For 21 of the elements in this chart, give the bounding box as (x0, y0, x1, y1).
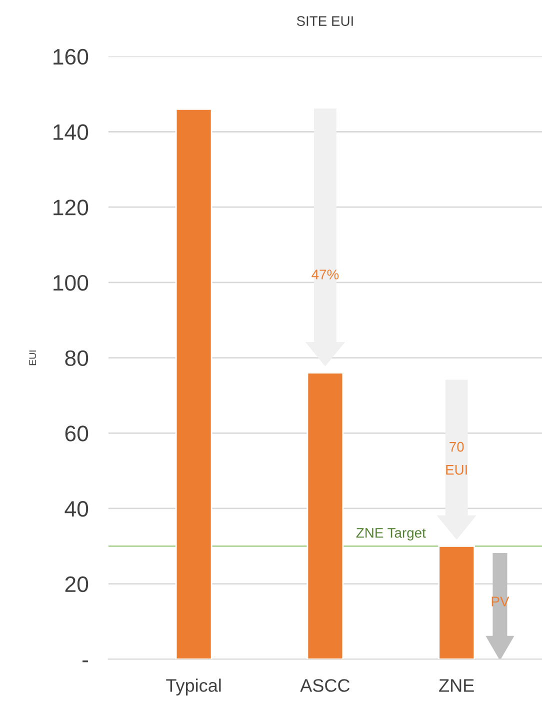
y-tick-label: 20 (65, 576, 88, 592)
x-tick-label: ASCC (300, 679, 350, 692)
y-tick-label: 60 (65, 426, 88, 442)
y-tick-label: 140 (54, 124, 88, 140)
x-tick-label: Typical (166, 678, 221, 696)
y-tick-label: - (82, 660, 88, 662)
y-tick-label: 160 (54, 48, 88, 65)
x-tick-label: ZNE (439, 679, 474, 692)
annotation: PV (492, 596, 510, 606)
y-tick-label: 80 (65, 350, 88, 366)
annotation: 47% (312, 270, 339, 280)
y-tick-label: 40 (64, 501, 88, 517)
bar (438, 545, 476, 660)
y-tick-label: 120 (54, 200, 88, 216)
bar (306, 372, 344, 660)
bar (175, 108, 212, 660)
y-axis-title: EUI (29, 350, 36, 366)
y-tick-label: 100 (54, 274, 88, 291)
annotation: 70 EUI (446, 442, 467, 475)
ref-line-label: ZNE Target (356, 528, 426, 541)
chart-title: SITE EUI (296, 16, 353, 26)
